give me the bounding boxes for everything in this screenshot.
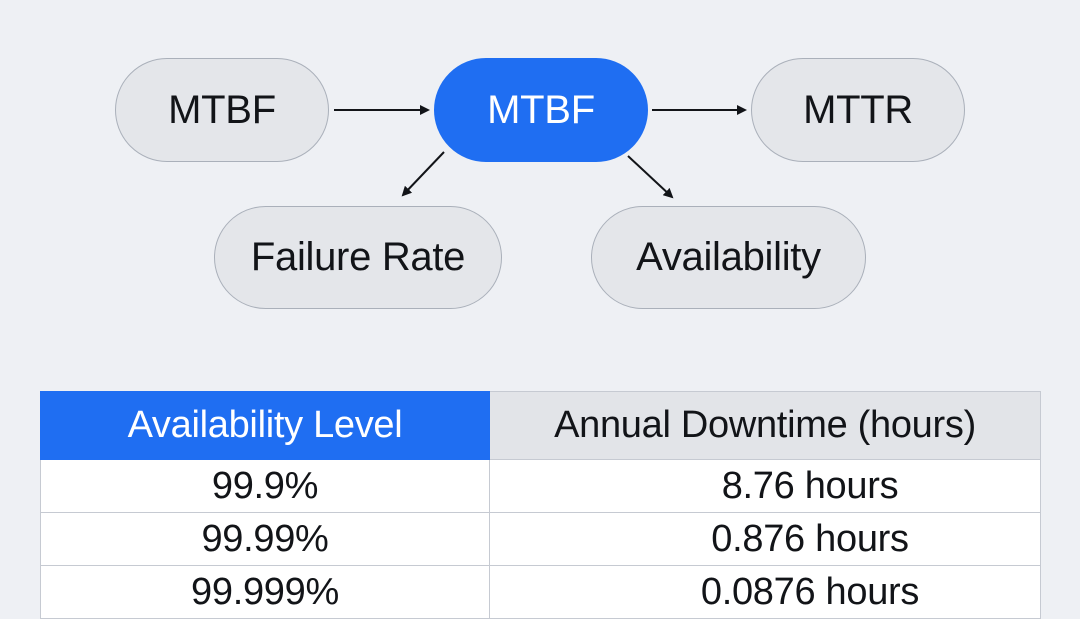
availability-table-container: Availability Level Annual Downtime (hour… (40, 391, 1041, 619)
header-annual-downtime: Annual Downtime (hours) (489, 391, 1041, 460)
cell-availability-level: 99.999% (40, 565, 490, 619)
node-failure-rate: Failure Rate (214, 206, 502, 309)
cell-availability-level: 99.9% (40, 459, 490, 513)
table-row: 99.9% 8.76 hours (40, 459, 1041, 513)
table-row: 99.999% 0.0876 hours (40, 565, 1041, 619)
cell-annual-downtime: 0.0876 hours (489, 565, 1041, 619)
edge-mtbf-to-availability (627, 155, 674, 199)
node-mtbf-central: MTBF (434, 58, 648, 162)
table-header-row: Availability Level Annual Downtime (hour… (40, 391, 1041, 460)
edge-mtbf-to-failure-rate (401, 151, 445, 197)
cell-availability-level: 99.99% (40, 512, 490, 566)
node-mttr: MTTR (751, 58, 965, 162)
table-row: 99.99% 0.876 hours (40, 512, 1041, 566)
node-availability: Availability (591, 206, 866, 309)
node-mtbf-source: MTBF (115, 58, 329, 162)
availability-table: Availability Level Annual Downtime (hour… (40, 391, 1041, 619)
header-availability-level: Availability Level (40, 391, 490, 460)
cell-annual-downtime: 8.76 hours (489, 459, 1041, 513)
cell-annual-downtime: 0.876 hours (489, 512, 1041, 566)
